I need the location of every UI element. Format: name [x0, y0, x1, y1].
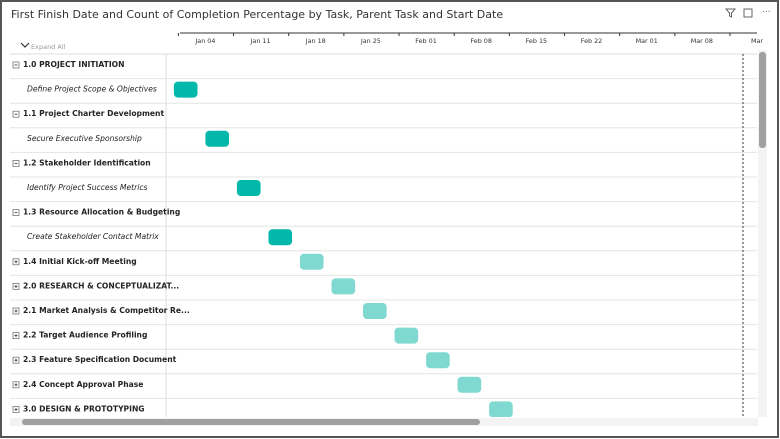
- group-label: 1.0 PROJECT INITIATION: [23, 60, 125, 69]
- expand-all[interactable]: Expand All: [31, 43, 66, 51]
- group-label: 2.0 RESEARCH & CONCEPTUALIZAT...: [23, 281, 179, 290]
- task-label: Define Project Scope & Objectives: [27, 85, 157, 94]
- filter-icon[interactable]: [724, 8, 737, 18]
- group-label: 1.2 Stakeholder Identification: [23, 158, 151, 167]
- chart-title: First Finish Date and Count of Completio…: [11, 8, 503, 21]
- x-tick-label: Mar 08: [691, 37, 713, 45]
- group-label: 3.0 DESIGN & PROTOTYPING: [23, 404, 145, 413]
- group-label: 2.1 Market Analysis & Competitor Re...: [23, 306, 190, 315]
- expand-icon[interactable]: [20, 42, 30, 48]
- x-tick-label: Jan 18: [305, 37, 326, 45]
- group-label: 1.4 Initial Kick-off Meeting: [23, 257, 137, 266]
- x-tick-label: Jan 04: [194, 37, 215, 45]
- h-scroll-thumb[interactable]: [22, 419, 480, 425]
- focus-icon[interactable]: [743, 8, 753, 18]
- x-tick-label: Feb 01: [415, 37, 436, 45]
- more-icon[interactable]: ···: [762, 8, 771, 18]
- group-label: 2.3 Feature Specification Document: [23, 355, 177, 364]
- x-tick-label: Jan 25: [360, 37, 381, 45]
- task-bar: [426, 352, 450, 369]
- task-bar: [457, 376, 482, 393]
- task-bar: [205, 130, 230, 147]
- task-bar: [299, 253, 324, 270]
- task-label: Identify Project Success Metrics: [27, 183, 147, 192]
- header-icons[interactable]: ···: [724, 8, 771, 18]
- task-bar: [363, 303, 387, 319]
- task-bar: [173, 81, 198, 98]
- task-label: Secure Executive Sponsorship: [27, 134, 142, 143]
- task-label: Create Stakeholder Contact Matrix: [27, 232, 159, 241]
- task-bar: [331, 278, 356, 295]
- group-label: 2.2 Target Audience Profiling: [23, 331, 147, 340]
- rows: 1.0 PROJECT INITIATION Define Project Sco…: [10, 60, 757, 417]
- x-tick-label: Mar 01: [636, 37, 658, 45]
- group-label: 1.3 Resource Allocation & Budgeting: [23, 208, 180, 217]
- group-label: 1.1 Project Charter Development: [23, 109, 164, 118]
- task-bar: [394, 327, 419, 344]
- x-tick-label: Feb 08: [470, 37, 491, 45]
- x-tick-label: Feb 15: [526, 37, 547, 45]
- x-tick-label: Feb 22: [581, 37, 602, 45]
- v-scroll-thumb[interactable]: [759, 52, 766, 148]
- task-bar: [236, 180, 261, 196]
- task-bar: [268, 229, 293, 246]
- task-bar: [489, 401, 513, 417]
- group-label: 2.4 Concept Approval Phase: [23, 380, 143, 389]
- v-scrollbar[interactable]: [758, 50, 767, 417]
- x-tick-label: Mar: [751, 37, 763, 45]
- x-tick-label: Jan 11: [250, 37, 271, 45]
